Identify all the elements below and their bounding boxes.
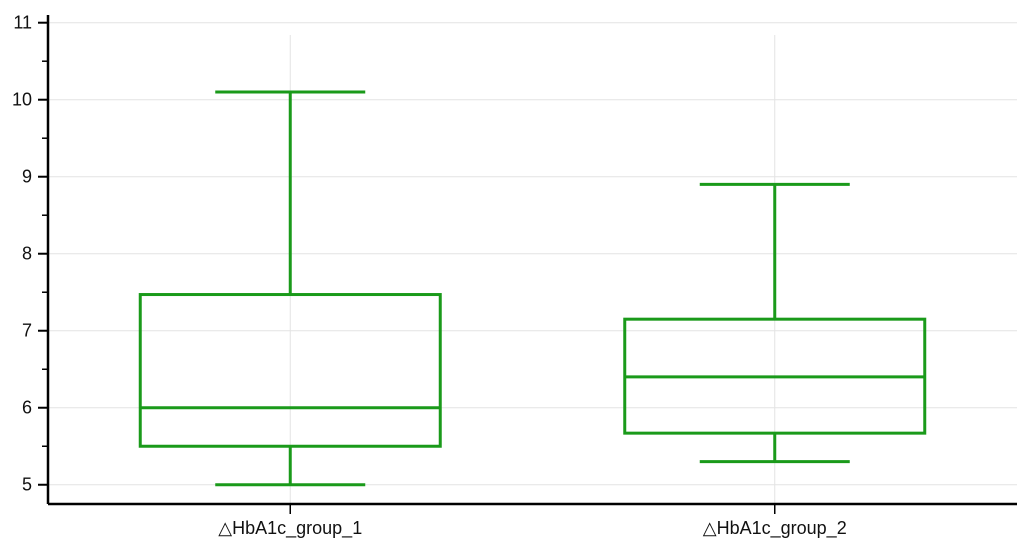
axes <box>38 15 1017 514</box>
axis-labels: 5 6 7 8 9 10 11 △HbA1c_group_1 △HbA1c_group_2 <box>12 13 847 539</box>
y-tick-label: 10 <box>12 90 32 110</box>
box-series <box>138 90 927 487</box>
y-tick-label: 8 <box>22 244 32 264</box>
box-1 <box>138 90 442 487</box>
y-tick-label: 6 <box>22 398 32 418</box>
x-category-label: △HbA1c_group_2 <box>703 518 847 539</box>
iqr-box <box>138 293 442 448</box>
y-tick-label: 11 <box>13 13 32 33</box>
x-category-label: △HbA1c_group_1 <box>218 518 362 539</box>
y-tick-label: 5 <box>22 475 32 495</box>
box-2 <box>623 182 927 464</box>
y-tick-label: 7 <box>22 321 32 341</box>
y-tick-label: 9 <box>22 167 32 187</box>
